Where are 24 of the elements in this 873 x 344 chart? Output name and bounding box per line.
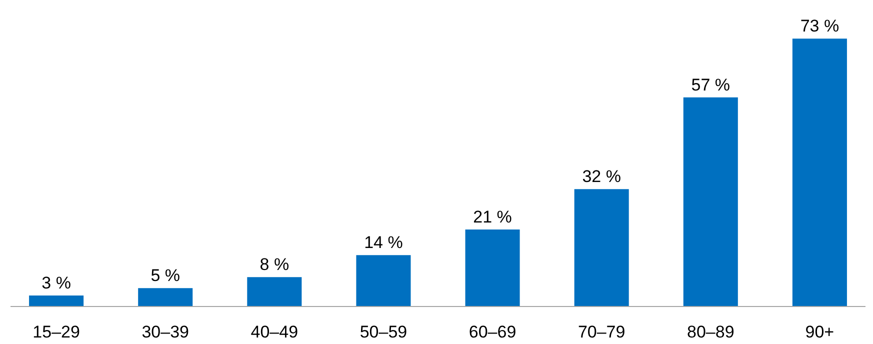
data-label: 32 % (582, 167, 621, 186)
data-label: 14 % (364, 233, 403, 252)
data-label: 21 % (473, 207, 512, 226)
bar (574, 189, 629, 306)
data-label: 57 % (691, 75, 730, 94)
bar (138, 288, 193, 306)
bar (683, 97, 738, 306)
data-label: 8 % (260, 255, 290, 274)
x-tick-label: 40–49 (250, 322, 298, 342)
x-tick-label: 30–39 (142, 322, 190, 342)
x-tick-label: 15–29 (32, 322, 80, 342)
x-tick-label: 70–79 (578, 322, 626, 342)
x-tick-label: 60–69 (468, 322, 516, 342)
data-label: 73 % (800, 16, 840, 36)
bar (247, 277, 302, 306)
bar (792, 38, 847, 306)
data-label: 3 % (42, 273, 71, 292)
x-tick-label: 90+ (805, 322, 834, 342)
data-label: 5 % (150, 266, 180, 286)
bar (465, 229, 520, 306)
bar (29, 295, 84, 306)
bar (356, 255, 411, 306)
x-tick-label: 50–59 (360, 322, 408, 342)
x-tick-label: 80–89 (687, 322, 734, 342)
